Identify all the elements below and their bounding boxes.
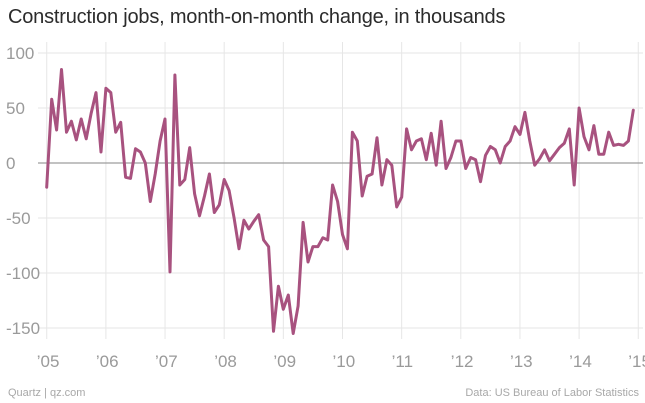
source-credit: Quartz | qz.com [8,387,86,399]
y-tick-label: 0 [6,154,15,173]
gridlines [38,42,643,339]
series-line [45,68,635,335]
x-tick-label: ’08 [214,352,237,371]
x-tick-label: ’09 [273,352,296,371]
series [45,68,635,335]
y-axis-ticks: 100 50 0 -50 -100 -150 [6,44,40,338]
x-tick-label: ’07 [155,352,178,371]
x-axis-ticks: ’05 ’06 ’07 ’08 ’09 ’10 ’11 ’12 ’13 ’14 ’15 [37,352,645,371]
y-tick-label: -50 [6,209,31,228]
y-tick-label: 50 [6,99,25,118]
x-tick-label: ’10 [333,352,356,371]
data-source: Data: US Bureau of Labor Statistics [465,387,639,399]
x-tick-label: ’05 [37,352,60,371]
x-tick-label: ’12 [451,352,474,371]
x-tick-label: ’06 [96,352,119,371]
x-tick-label: ’13 [510,352,533,371]
x-tick-label: ’14 [569,352,592,371]
x-tick-label: ’11 [392,352,413,371]
y-tick-label: 100 [6,44,34,63]
y-tick-label: -150 [6,319,40,338]
y-tick-label: -100 [6,264,40,283]
x-tick-label: ’15 [628,352,645,371]
chart-title: Construction jobs, month-on-month change… [8,6,506,28]
